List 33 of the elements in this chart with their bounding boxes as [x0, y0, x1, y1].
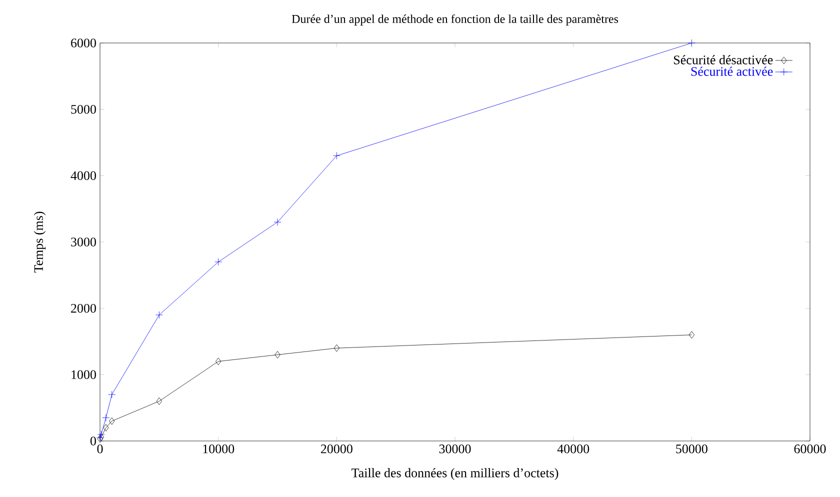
x-tick-label: 10000 — [203, 444, 234, 454]
x-tick-label: 40000 — [557, 444, 590, 454]
legend-label: Sécurité activée — [691, 66, 773, 76]
point — [688, 331, 694, 339]
point — [334, 344, 340, 352]
y-tick-label: 3000 — [71, 238, 96, 246]
point — [214, 258, 222, 266]
x-tick-label: 30000 — [439, 444, 471, 454]
point — [274, 218, 282, 226]
chart-title: Durée d’un appel de méthode en fonction de la taille des paramètres — [292, 14, 618, 26]
point — [274, 351, 280, 358]
point — [156, 397, 162, 405]
point — [108, 390, 116, 398]
x-tick-label: 20000 — [320, 444, 352, 454]
point — [688, 39, 696, 47]
legend-label: Sécurité désactivée — [674, 55, 773, 64]
y-tick-label: 2000 — [71, 304, 96, 313]
y-axis-title: Temps (ms) — [34, 212, 46, 273]
x-tick-label: 0 — [97, 444, 103, 454]
y-tick-label: 4000 — [70, 171, 96, 180]
point — [103, 424, 109, 432]
y-tick-label: 0 — [90, 436, 96, 446]
y-tick-label: 5000 — [71, 104, 96, 114]
point — [102, 414, 110, 422]
point — [155, 311, 163, 319]
point — [216, 358, 222, 366]
y-tick-label: 1000 — [72, 370, 96, 380]
point — [109, 417, 115, 425]
x-tick-label: 60000 — [794, 444, 826, 454]
x-tick-label: 50000 — [676, 444, 708, 454]
y-tick-label: 6000 — [71, 38, 96, 48]
x-axis-title: Taille des données (en milliers d’octets) — [352, 468, 558, 480]
point — [332, 152, 340, 160]
